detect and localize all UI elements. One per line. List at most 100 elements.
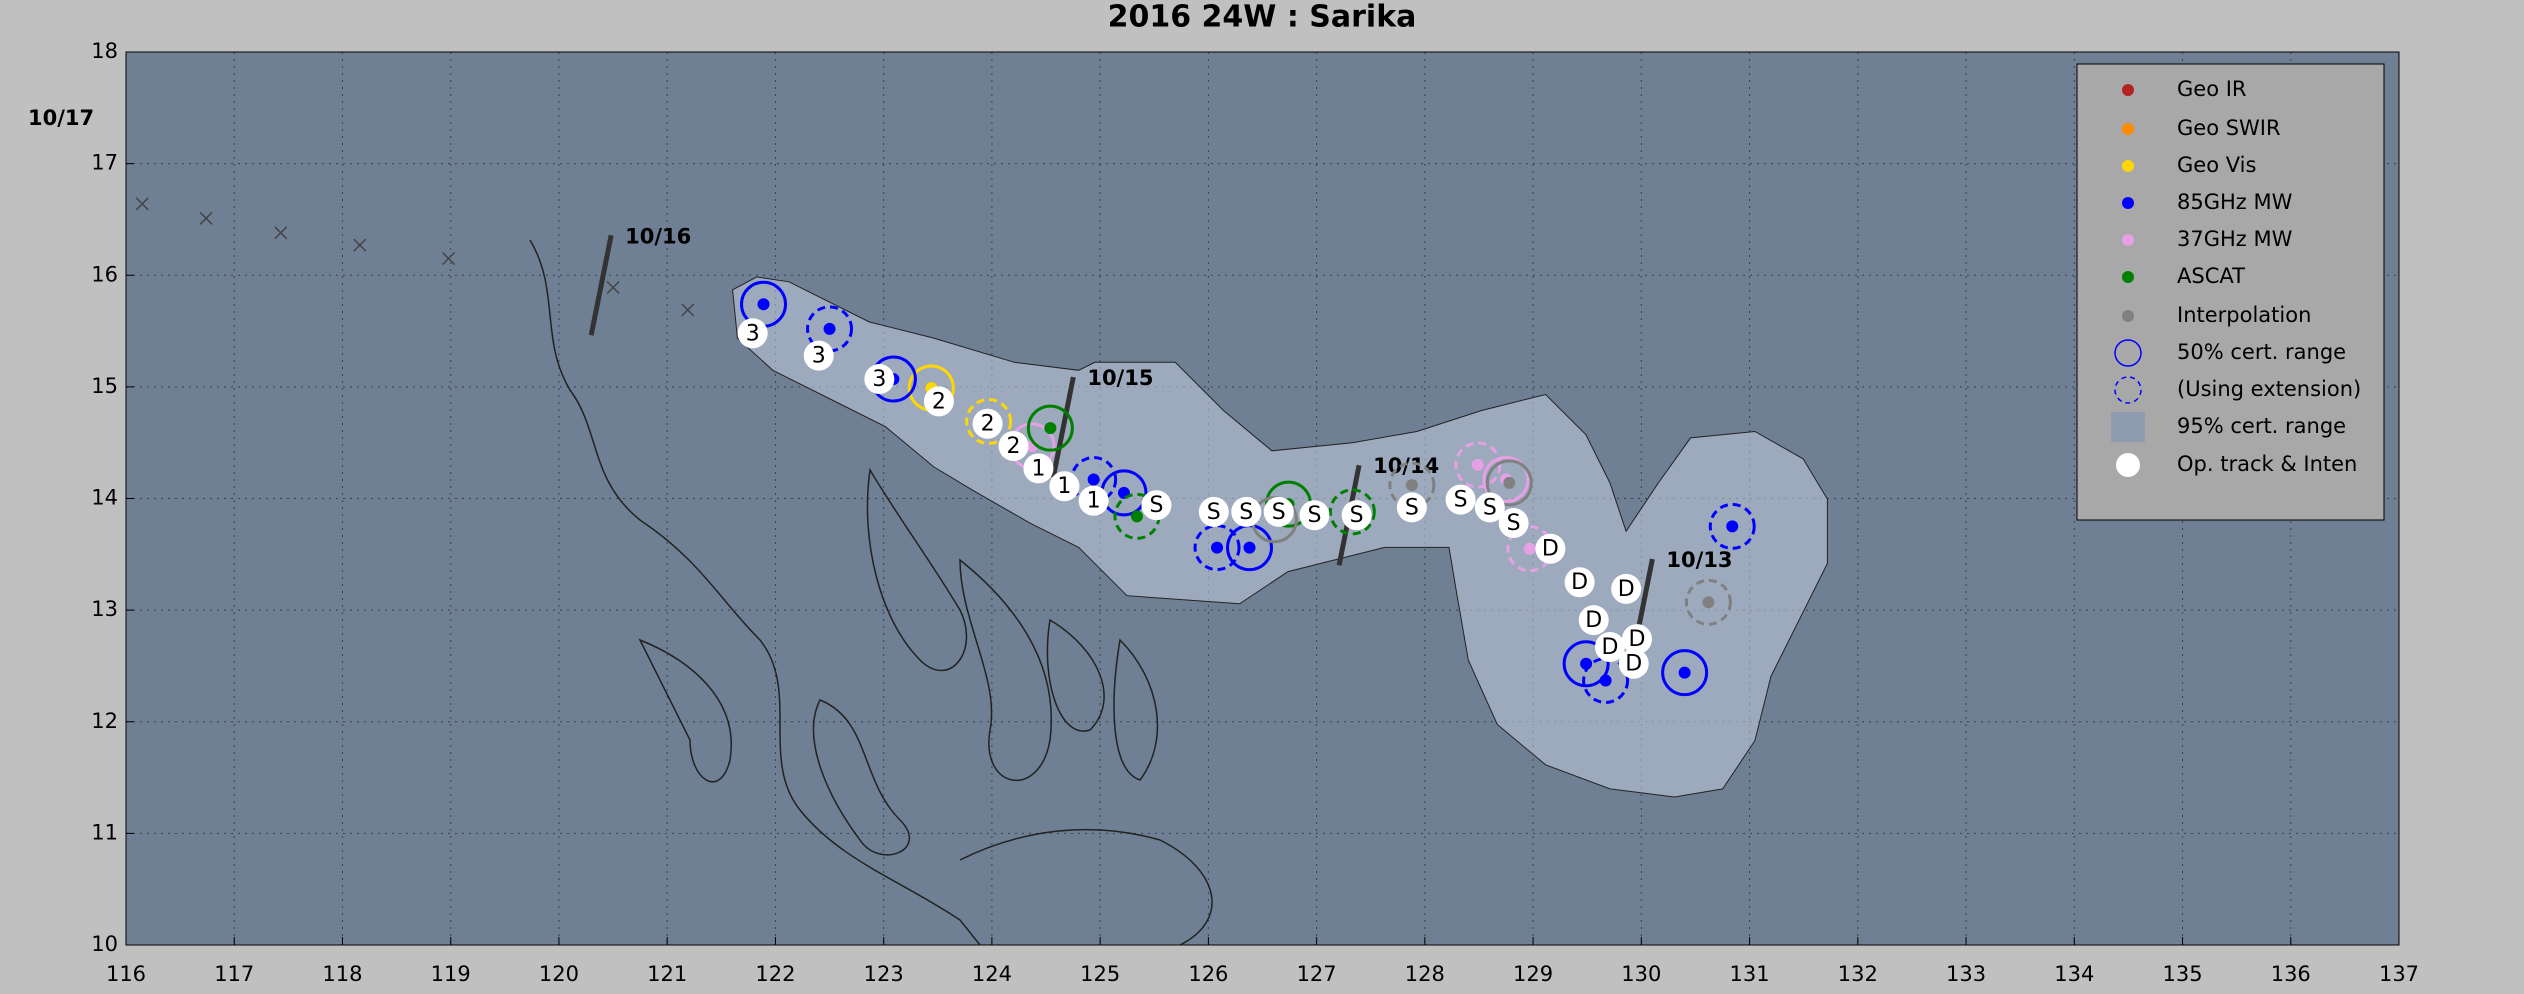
intensity-label: 2: [1007, 434, 1021, 459]
fix-point: [1087, 473, 1100, 486]
intensity-label: D: [1585, 608, 1602, 633]
x-tick-label: 122: [755, 962, 795, 986]
op-track-point: [1141, 490, 1172, 521]
legend-marker: [2114, 376, 2142, 404]
y-tick-label: 18: [91, 39, 118, 63]
op-track-point: [1341, 500, 1372, 531]
legend: [2076, 63, 2385, 521]
legend-label: (Using extension): [2177, 377, 2361, 401]
intensity-label: 3: [812, 344, 826, 369]
op-track-point: [1396, 492, 1427, 523]
date-label: 10/17: [28, 106, 94, 130]
legend-label: 37GHz MW: [2177, 227, 2293, 251]
op-track-point: [864, 364, 895, 395]
intensity-label: S: [1454, 488, 1468, 513]
op-track-point: [1445, 484, 1476, 515]
legend-label: ASCAT: [2177, 264, 2245, 288]
fix-point: [1405, 479, 1418, 492]
date-label: 10/15: [1087, 366, 1153, 390]
fix-point: [1130, 510, 1143, 523]
intensity-label: S: [1350, 503, 1364, 528]
op-track-point: [1618, 648, 1649, 679]
intensity-label: D: [1618, 577, 1635, 602]
intensity-label: S: [1405, 495, 1419, 520]
fix-point: [1243, 541, 1256, 554]
op-track-point: [1263, 496, 1294, 527]
coastline: [529, 239, 1213, 946]
fix-range: [1026, 404, 1074, 452]
x-tick-label: 137: [2379, 962, 2419, 986]
legend-label: 50% cert. range: [2177, 340, 2346, 364]
op-track-point: [1474, 492, 1505, 523]
op-track-point: [972, 408, 1003, 439]
x-tick-label: 136: [2271, 962, 2311, 986]
x-tick-label: 117: [214, 962, 254, 986]
op-track-point: [1049, 471, 1080, 502]
fix-point: [823, 322, 836, 335]
legend-marker: [2122, 123, 2134, 135]
fix-range: [1193, 524, 1241, 572]
op-track-point: [1498, 508, 1529, 539]
legend-label: Op. track & Inten: [2177, 452, 2357, 476]
extended-track-point: [442, 251, 456, 266]
extended-track-point: [274, 226, 288, 240]
fix-point: [1726, 520, 1739, 533]
legend-label: Geo IR: [2177, 77, 2247, 101]
intensity-label: D: [1601, 635, 1618, 660]
x-tick-label: 123: [864, 962, 904, 986]
fix-range: [1684, 578, 1732, 626]
op-track-point: [1564, 567, 1595, 598]
intensity-label: S: [1207, 500, 1221, 525]
intensity-label: D: [1629, 627, 1646, 652]
intensity-label: 1: [1057, 474, 1071, 499]
intensity-label: S: [1483, 495, 1497, 520]
extended-track-point: [606, 280, 620, 295]
fix-point: [757, 298, 770, 311]
fix-range: [1708, 502, 1756, 550]
x-tick-label: 130: [1621, 962, 1661, 986]
legend-marker: [2122, 160, 2134, 172]
fix-point: [1702, 596, 1715, 609]
op-track-point: [803, 340, 834, 371]
legend-marker: [2122, 310, 2134, 322]
extended-track-point: [199, 211, 213, 225]
fix-range: [806, 305, 854, 353]
op-track-point: [1078, 485, 1109, 516]
op-track-point: [1594, 631, 1625, 662]
op-track-point: [923, 386, 954, 417]
legend-marker: [2116, 453, 2140, 477]
op-track-point: [1299, 500, 1330, 531]
extended-track-point: [681, 303, 695, 317]
x-tick-label: 121: [647, 962, 687, 986]
legend-marker: [2122, 271, 2134, 283]
x-tick-label: 118: [322, 962, 362, 986]
extended-track-point: [135, 197, 149, 211]
chart-title: 2016 24W : Sarika: [1108, 0, 1417, 35]
extended-track-point: [353, 238, 367, 252]
y-tick-label: 14: [91, 486, 118, 510]
intensity-label: 2: [932, 389, 946, 414]
intensity-label: 1: [1031, 456, 1045, 481]
date-label: 10/16: [625, 224, 691, 248]
fix-range: [1562, 640, 1610, 688]
fix-point: [1678, 666, 1691, 679]
intensity-label: D: [1625, 652, 1642, 677]
fix-point: [1523, 542, 1536, 555]
fix-range: [1485, 459, 1533, 507]
fix-range: [1661, 649, 1709, 697]
fix-point: [1471, 459, 1484, 472]
x-tick-label: 132: [1838, 962, 1878, 986]
x-tick-label: 120: [539, 962, 579, 986]
intensity-label: D: [1542, 537, 1559, 562]
fix-point: [1044, 422, 1057, 435]
legend-label: Interpolation: [2177, 303, 2311, 327]
fix-range: [1328, 488, 1376, 536]
fix-range: [1582, 656, 1630, 704]
intensity-label: S: [1272, 500, 1286, 525]
x-tick-label: 134: [2054, 962, 2094, 986]
x-tick-label: 128: [1405, 962, 1445, 986]
op-track-point: [1611, 573, 1642, 604]
date-bar: [1050, 376, 1076, 478]
x-tick-label: 133: [1946, 962, 1986, 986]
